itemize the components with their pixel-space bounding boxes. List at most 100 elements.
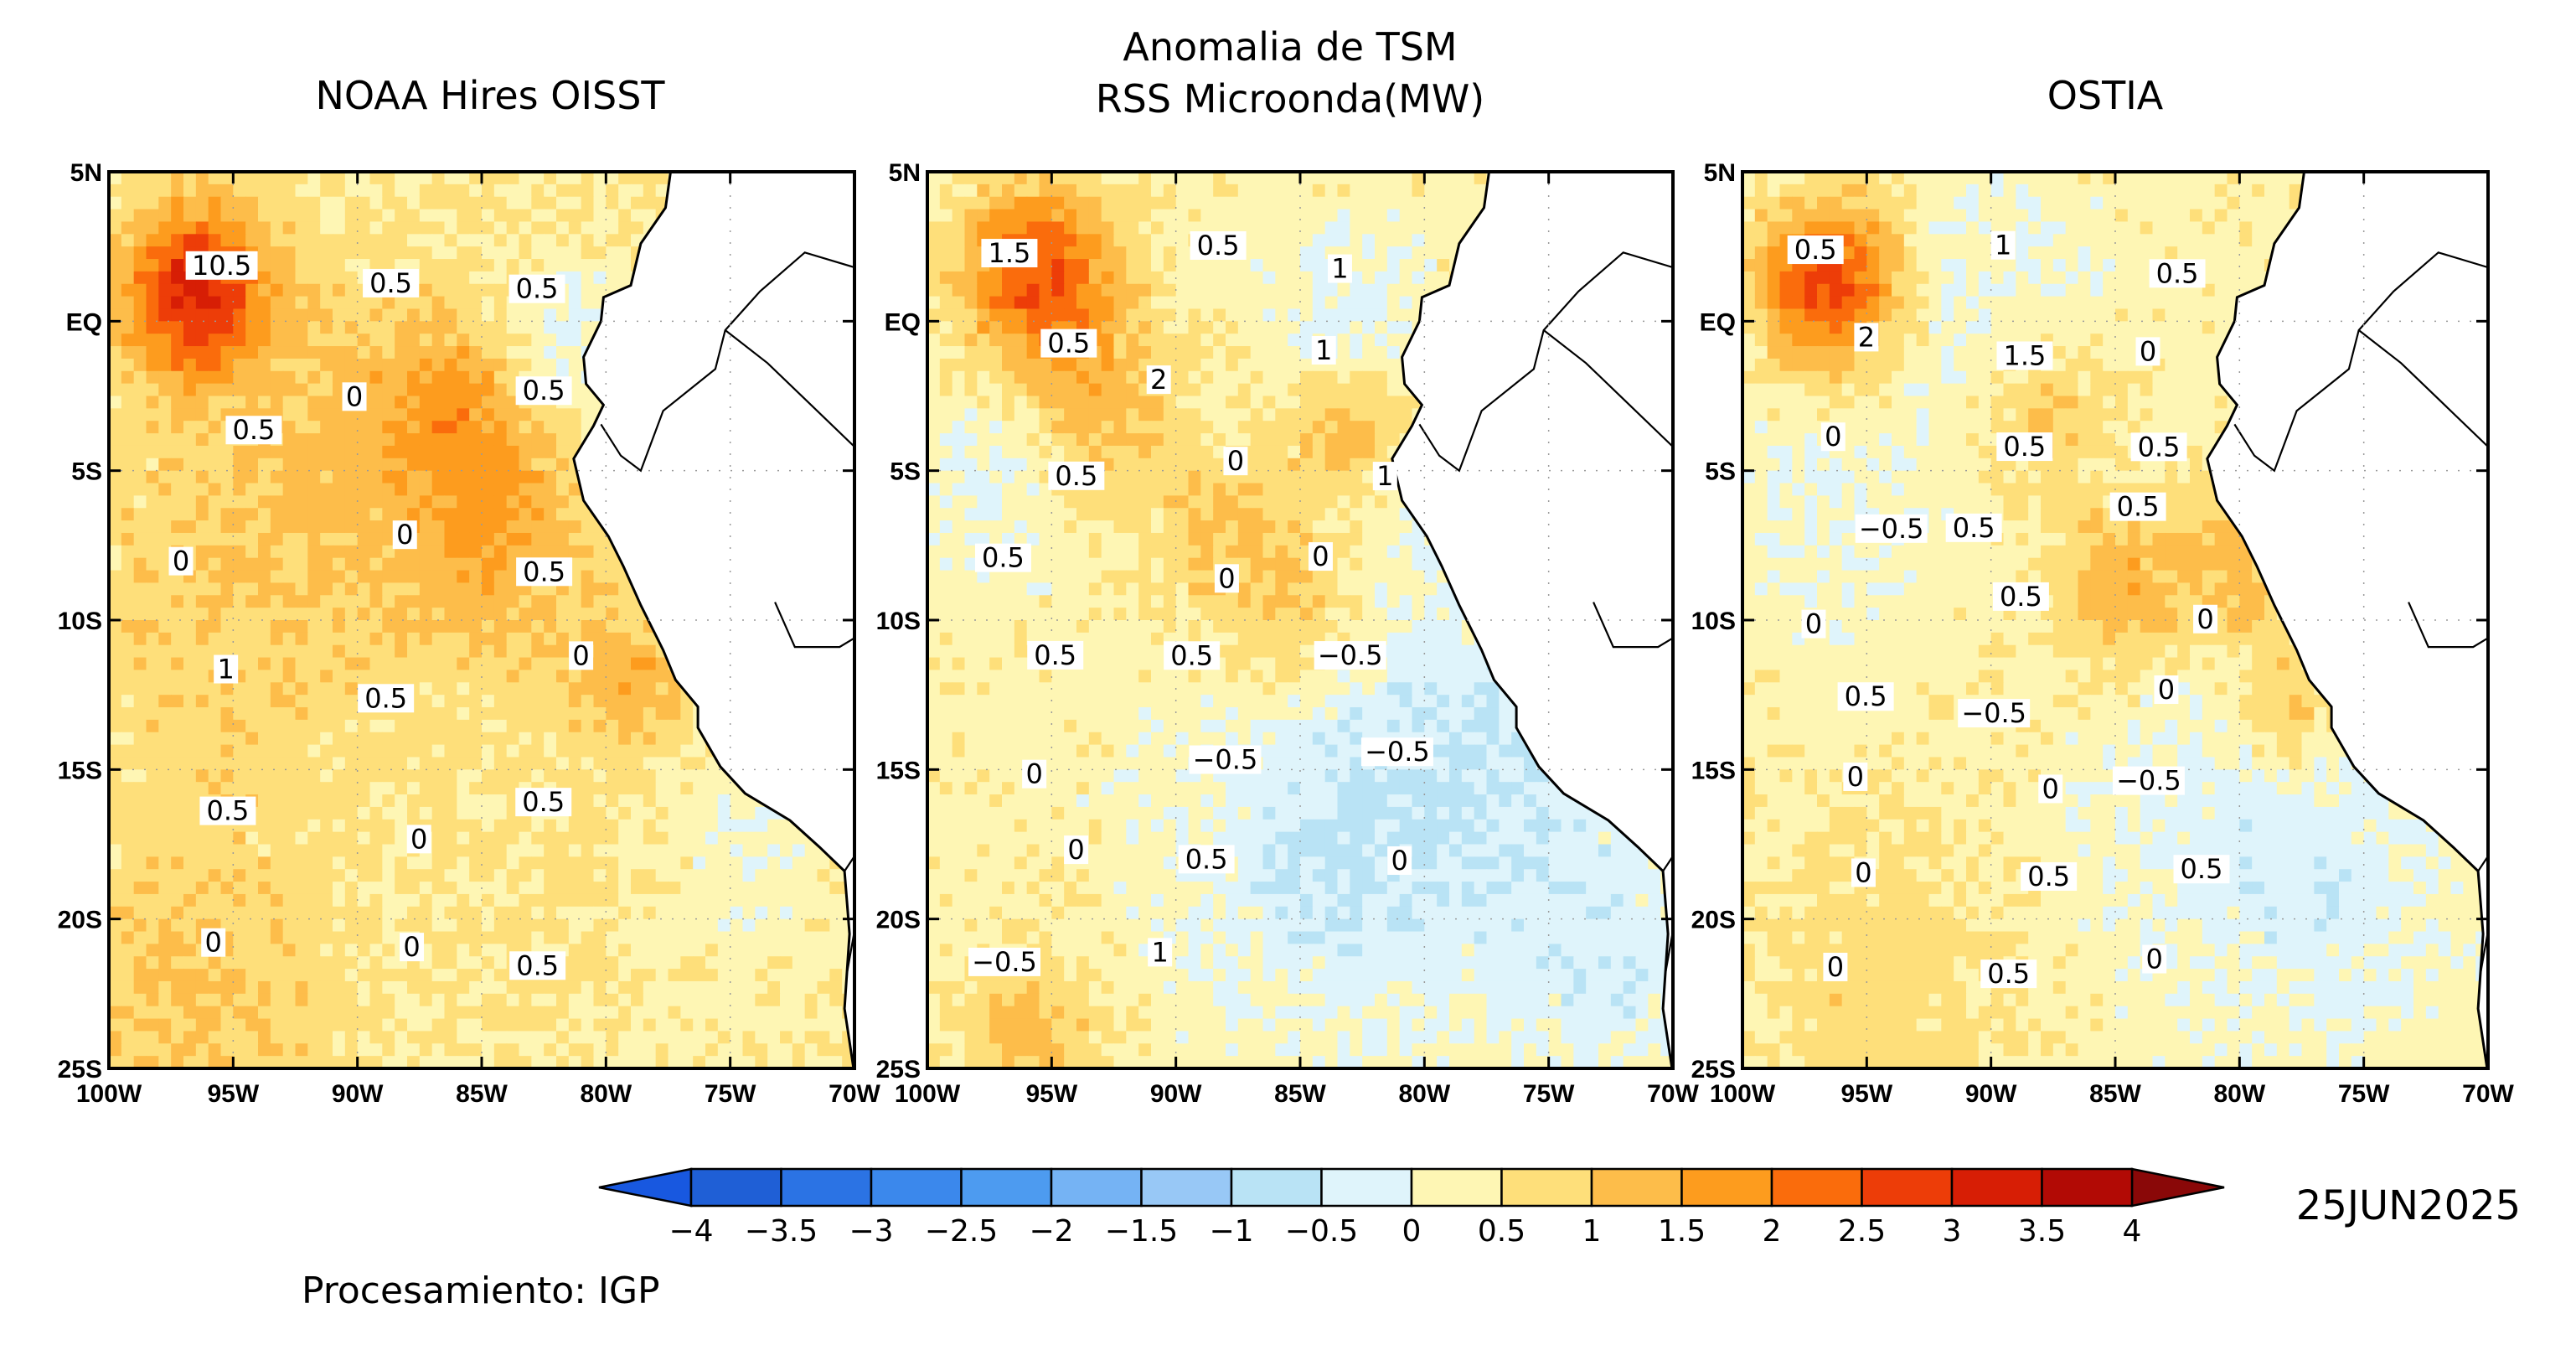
lon-tick-label: 70W [2462, 1080, 2514, 1108]
contour-label-box [1308, 542, 1333, 571]
contour-label-box [1801, 609, 1826, 639]
contour-label: 0.5 [2138, 431, 2181, 463]
contour-label-box [1148, 938, 1173, 967]
lat-tick-label: 10S [58, 608, 102, 635]
lon-tick-label: 80W [1398, 1080, 1450, 1108]
lon-tick-label: 85W [2089, 1080, 2141, 1108]
colorbar-tick-label: −1 [1209, 1214, 1253, 1249]
contour-label-box [1327, 254, 1352, 283]
contour-label: 0.5 [1794, 234, 1837, 266]
contour-label: 0.5 [233, 414, 276, 446]
contour-label-box [358, 684, 415, 713]
contour-label-box [1190, 230, 1247, 260]
colorbar-tick-label: 1.5 [1658, 1214, 1706, 1249]
contour-label: 1 [1376, 460, 1393, 492]
contour-label: 0.5 [206, 795, 249, 827]
contour-label: 0 [1391, 845, 1407, 877]
land-mask [1391, 172, 1673, 1068]
contour-label-box [1854, 323, 1879, 352]
contour-label: 2 [1858, 321, 1875, 353]
contour-label-box [2038, 774, 2063, 804]
contour-label: 1 [1151, 936, 1168, 968]
colorbar-tick-label: −4 [669, 1214, 713, 1249]
land-mask [573, 172, 854, 1068]
lon-tick-label: 95W [1840, 1080, 1892, 1108]
lon-tick-label: 85W [1274, 1080, 1326, 1108]
contour-label-box [1980, 959, 2037, 989]
country-border [725, 329, 854, 447]
country-border [1418, 251, 1673, 473]
lat-tick-label: 25S [1691, 1056, 1736, 1083]
colorbar-tick-label: 3.5 [2018, 1214, 2066, 1249]
contour-label-box [1945, 513, 2002, 542]
lon-tick-label: 95W [1025, 1080, 1077, 1108]
contour-label: −0.5 [972, 946, 1037, 978]
contour-label-box [981, 239, 1038, 268]
contour-label: 0 [346, 380, 363, 412]
colorbar-under-arrow [598, 1167, 693, 1208]
contour-label: 0.5 [516, 949, 559, 981]
colorbar-tick-label: 2 [1763, 1214, 1782, 1249]
contour-label: 1.5 [2004, 339, 2047, 371]
country-border [2408, 602, 2488, 649]
contour-label: −0.5 [2116, 765, 2181, 797]
lon-tick-label: 70W [1647, 1080, 1699, 1108]
lon-tick-label: 90W [1965, 1080, 2017, 1108]
country-border [1543, 329, 1673, 447]
contour-label: 0.5 [522, 786, 565, 818]
contour-label: 1 [1331, 253, 1348, 285]
colorbar-tick-label: −3.5 [745, 1214, 818, 1249]
date-label: 25JUN2025 [2296, 1182, 2521, 1229]
lat-tick-label: 5S [890, 458, 921, 486]
contour-label: 0 [1067, 834, 1084, 866]
contour-label: 2 [1150, 364, 1167, 396]
colorbar-tick-label: 0 [1402, 1214, 1422, 1249]
contour-label-box [508, 274, 565, 303]
country-border [1593, 602, 1673, 649]
colorbar-swatch [870, 1167, 963, 1208]
contour-label-box [1843, 762, 1868, 791]
country-border [2358, 329, 2488, 447]
contour-label: 0 [2197, 603, 2213, 635]
contour-label: 0 [1855, 856, 1871, 888]
contour-label: 0 [173, 546, 189, 577]
contour-label: 0.5 [2027, 861, 2070, 892]
contour-label-box [515, 788, 572, 817]
contour-label: 0 [1827, 951, 1844, 983]
colorbar-tick-label: 4 [2123, 1214, 2142, 1249]
contour-label: −0.5 [1859, 513, 1924, 545]
contour-label: 1 [217, 654, 234, 685]
lon-tick-label: 75W [705, 1080, 756, 1108]
lat-tick-label: 5S [71, 458, 102, 486]
contour-label: 0.5 [2156, 257, 2199, 289]
contour-label: 0 [403, 931, 420, 963]
lat-tick-label: 20S [876, 907, 921, 934]
lat-tick-label: 20S [58, 907, 102, 934]
contour-label-box [1048, 461, 1105, 490]
country-border [774, 602, 854, 649]
contour-label: 0 [1312, 540, 1329, 572]
contour-label-box [1855, 514, 1928, 543]
colorbar-swatch [1861, 1167, 1954, 1208]
contour-label-box [1360, 737, 1433, 767]
contour-label: 0 [205, 927, 222, 959]
colorbar-swatch [1950, 1167, 2043, 1208]
lat-tick-label: 10S [1691, 608, 1736, 635]
colorbar: −4 −3.5 −3 −2.5 −2 −1.5 −1 −0.5 0 0.5 1 1.5 2 2.5 3 3.5… [598, 1167, 2225, 1249]
colorbar-swatch [1410, 1167, 1503, 1208]
contour-label-box [968, 947, 1041, 976]
colorbar-tick-label: −0.5 [1285, 1214, 1358, 1249]
contour-label: 0 [1847, 761, 1864, 793]
lon-tick-label: 90W [1150, 1080, 1202, 1108]
contour-label-box [2130, 432, 2187, 462]
contour-label-box [516, 557, 573, 587]
lon-tick-label: 100W [76, 1080, 142, 1108]
contour-label-box [2135, 337, 2160, 366]
contour-label-box [509, 951, 566, 980]
contour-label: 0.5 [2000, 581, 2042, 613]
contour-label-box [515, 376, 572, 406]
lon-tick-label: 95W [207, 1080, 259, 1108]
contour-label: 0 [572, 639, 589, 671]
contour-label: 0 [1805, 608, 1822, 640]
